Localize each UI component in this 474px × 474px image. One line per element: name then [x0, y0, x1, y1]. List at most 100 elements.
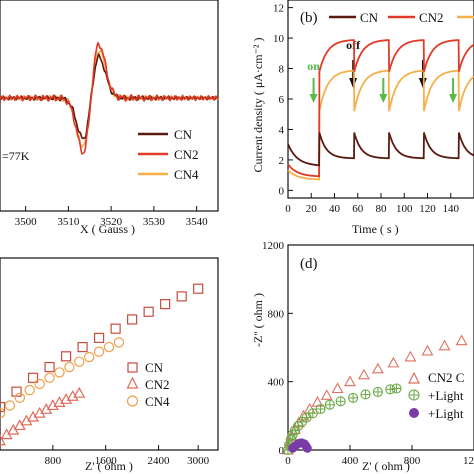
nyquist-point-cn [143, 306, 154, 317]
current-curve-cn4 [287, 69, 474, 181]
nyquist-point-light [348, 392, 359, 403]
panel-b-ytick-label: 10 [273, 33, 285, 45]
nyquist-point-cn2-c [387, 356, 400, 368]
panel-a-ticks: 3500 3510 3520 3530 3540 [15, 206, 208, 228]
nyquist-point-cn2-c [358, 368, 370, 380]
nyquist-point-cn2 [0, 434, 7, 446]
nyquist-point-cn [176, 291, 187, 302]
legend-c-cn2-marker [126, 376, 139, 389]
panel-a-temperature-label: =77K [2, 149, 30, 163]
off-arrow-head [349, 78, 358, 88]
nyquist-point-cn4 [74, 356, 85, 367]
panel-c-legend: CN CN2 CN4 [126, 360, 170, 409]
panel-b-xtick-label: 20 [306, 203, 318, 215]
nyquist-point-cn4 [64, 361, 75, 373]
panel-d-yticks: 0 400 800 1200 [262, 240, 293, 457]
nyquist-point-cn2-c [438, 339, 451, 351]
nyquist-point-cn4 [34, 378, 45, 390]
panel-d-ytick-label: 0 [279, 445, 285, 457]
nyquist-point-cn2 [73, 386, 86, 398]
nyquist-point-cn4 [83, 351, 95, 363]
nyquist-point-cn4 [54, 367, 65, 378]
nyquist-point-cn [160, 298, 171, 310]
nyquist-point-cn4 [0, 407, 6, 419]
panel-a-xtick-label: 3520 [100, 216, 123, 228]
panel-c-points [0, 283, 204, 446]
on-label: on [307, 59, 320, 73]
panel-d-points [282, 334, 468, 456]
nyquist-point-cn [0, 401, 6, 413]
nyquist-point-light [385, 384, 396, 395]
panel-b-ytick-label: 8 [279, 64, 285, 76]
panel-b-ticks: 0 20 40 60 80 100 120 140 0 2 4 6 8 10 12 [273, 3, 460, 215]
panel-a-legend: CN CN2 CN4 [138, 127, 199, 182]
panel-b-frame [287, 0, 474, 199]
panel-d-xtick-label: 12 [463, 455, 474, 467]
panel-b-curves [287, 39, 474, 181]
legend-a-cn4-label: CN4 [174, 167, 199, 182]
panel-b-xtick-label: 80 [376, 203, 388, 215]
nyquist-point-cn4 [4, 400, 16, 411]
nyquist-point-cn4 [14, 392, 26, 403]
legend-d-cn2-marker [408, 371, 420, 384]
panel-a-curves [0, 41, 219, 155]
panel-d-ytick-label: 1200 [262, 240, 285, 252]
nyquist-point-light [301, 412, 312, 423]
legend-d-light-marker [408, 389, 420, 401]
legend-d-cn2-label: CN2 C [428, 370, 464, 385]
panel-c: 800 1600 2400 3000 Z' ( ohm ) CN CN2 CN4 [0, 257, 219, 473]
panel-b-xtick-label: 0 [285, 203, 291, 215]
nyquist-point-cn4 [24, 384, 35, 396]
nyquist-point-cn [110, 323, 121, 334]
panel-d-ytick-label: 400 [268, 377, 285, 389]
panel-d-ylabel: -Z'' ( ohm ) [251, 293, 265, 347]
panel-c-ticks: 800 1600 2400 3000 [45, 445, 210, 467]
panel-b-ytick-label: 12 [273, 3, 284, 15]
panel-d-xticks: 0 400 800 12 [285, 445, 474, 467]
nyquist-point-cn4 [113, 337, 125, 348]
nyquist-point-light [391, 383, 402, 394]
panel-d-ytick-label: 800 [268, 308, 285, 320]
nyquist-point-cn [11, 386, 22, 397]
panel-b: Current density ( μA·cm⁻² ) 0 20 40 60 80 100… [251, 0, 474, 236]
nyquist-point-cn [44, 361, 55, 373]
nyquist-point-cn4 [103, 341, 115, 353]
panel-d-xtick-label: 800 [404, 455, 421, 467]
nyquist-point-cn2-c [344, 375, 356, 387]
nyquist-point-cn4 [44, 372, 55, 384]
on-arrow-head [309, 94, 318, 103]
nyquist-point-cn [77, 341, 88, 353]
panel-d-legend: CN2 C +Light +Light [408, 370, 464, 421]
panel-a-frame [0, 0, 219, 212]
panel-b-xtick-label: 100 [396, 203, 413, 215]
nyquist-point-light2 [302, 443, 312, 453]
panel-a: 3500 3510 3520 3530 3540 X ( Gauss ) =77K CN… [0, 0, 219, 236]
nyquist-point-cn2-c [331, 382, 344, 394]
panel-a-xtick-label: 3500 [15, 216, 38, 228]
panel-a-xtick-label: 3540 [186, 216, 209, 228]
nyquist-point-cn [193, 283, 204, 294]
nyquist-point-light [335, 396, 346, 407]
nyquist-point-cn2-c [404, 350, 417, 362]
on-arrow-head [449, 94, 458, 103]
panel-b-xtick-label: 60 [352, 203, 364, 215]
legend-a-cn2-label: CN2 [174, 147, 199, 162]
panel-c-xlabel: Z' ( ohm ) [85, 459, 133, 473]
nyquist-point-cn [27, 372, 39, 383]
on-arrow-head [379, 94, 388, 103]
panel-b-ylabel: Current density ( μA·cm⁻² ) [251, 37, 265, 172]
legend-b-cn2-label: CN2 [419, 10, 444, 25]
panel-b-legend: CN CN2 [329, 10, 474, 25]
current-curve-cn2 [287, 39, 474, 178]
panel-d-label: (d) [300, 256, 318, 272]
panel-b-ytick-label: 0 [279, 185, 285, 197]
legend-c-cn-label: CN [145, 360, 164, 375]
panel-d-xlabel: Z' ( ohm ) [362, 459, 410, 473]
panel-c-xtick-label: 2400 [148, 455, 171, 467]
panel-b-ytick-label: 2 [279, 155, 285, 167]
nyquist-point-cn2-c [320, 389, 333, 400]
nyquist-point-light [307, 408, 318, 419]
panel-d: -Z'' ( ohm ) 0 400 800 1200 0 400 800 12 Z' ( … [251, 240, 474, 473]
nyquist-point-cn2-c [297, 409, 310, 421]
nyquist-point-cn [60, 351, 72, 362]
